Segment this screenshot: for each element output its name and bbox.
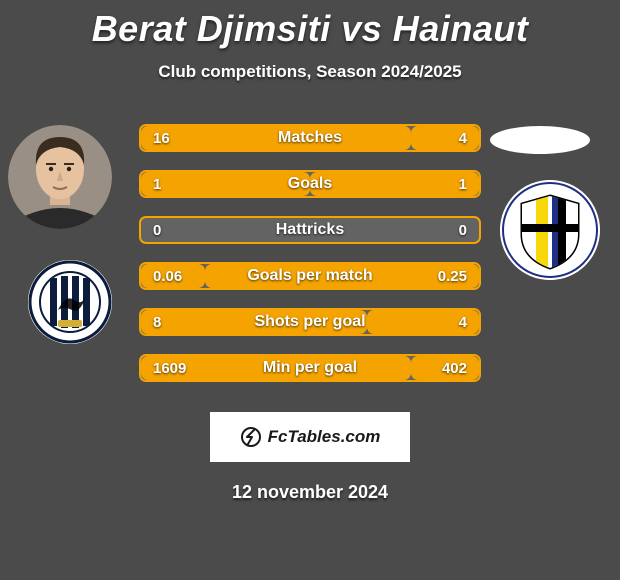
stat-value-left: 0.06	[141, 268, 201, 285]
stat-value-right: 4	[419, 314, 479, 331]
brand-watermark: FcTables.com	[210, 412, 410, 462]
stat-value-right: 0.25	[419, 268, 479, 285]
stat-row: 0Hattricks0	[139, 216, 481, 244]
stat-value-right: 4	[419, 130, 479, 147]
stat-row: 16Matches4	[139, 124, 481, 152]
stat-label: Hattricks	[201, 221, 419, 239]
stat-row: 1Goals1	[139, 170, 481, 198]
stat-value-right: 0	[419, 222, 479, 239]
page-title: Berat Djimsiti vs Hainaut	[0, 0, 620, 50]
brand-text: FcTables.com	[268, 427, 381, 447]
stat-label: Min per goal	[201, 359, 419, 377]
club-badge-left	[28, 260, 112, 344]
club-badge-right	[500, 180, 600, 280]
infographic-date: 12 november 2024	[0, 482, 620, 503]
comparison-stats: 16Matches41Goals10Hattricks00.06Goals pe…	[139, 124, 481, 382]
stat-value-left: 16	[141, 130, 201, 147]
stat-row: 8Shots per goal4	[139, 308, 481, 336]
stat-value-left: 8	[141, 314, 201, 331]
player-left-avatar	[8, 125, 112, 229]
brand-icon	[240, 426, 262, 448]
stat-value-left: 0	[141, 222, 201, 239]
stat-row: 0.06Goals per match0.25	[139, 262, 481, 290]
stat-value-left: 1609	[141, 360, 201, 377]
stat-label: Goals	[201, 175, 419, 193]
stat-row: 1609Min per goal402	[139, 354, 481, 382]
season-subtitle: Club competitions, Season 2024/2025	[0, 62, 620, 82]
stat-label: Matches	[201, 129, 419, 147]
stat-label: Shots per goal	[201, 313, 419, 331]
player-right-placeholder	[490, 126, 590, 154]
stat-label: Goals per match	[201, 267, 419, 285]
stat-value-left: 1	[141, 176, 201, 193]
stat-value-right: 402	[419, 360, 479, 377]
stat-value-right: 1	[419, 176, 479, 193]
